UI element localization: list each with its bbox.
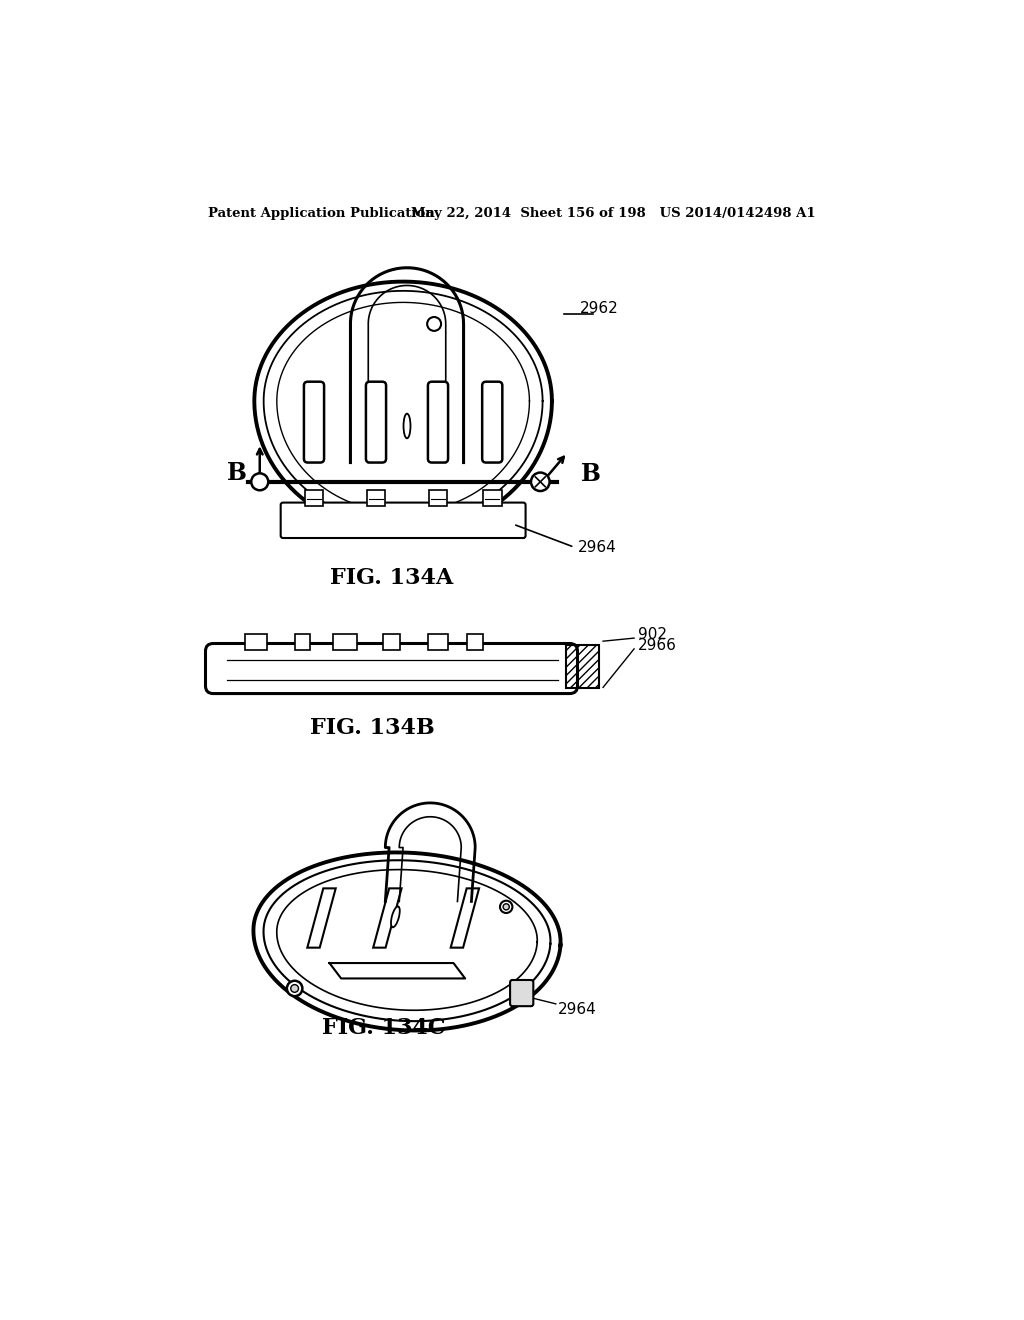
Bar bbox=[383, 635, 400, 649]
Circle shape bbox=[251, 474, 268, 490]
Text: May 22, 2014  Sheet 156 of 198   US 2014/0142498 A1: May 22, 2014 Sheet 156 of 198 US 2014/01… bbox=[411, 207, 815, 220]
Bar bbox=[566, 645, 599, 688]
Text: FIG. 134A: FIG. 134A bbox=[330, 568, 454, 589]
Bar bbox=[305, 490, 324, 507]
FancyBboxPatch shape bbox=[304, 381, 324, 462]
Polygon shape bbox=[451, 888, 479, 948]
Circle shape bbox=[291, 985, 299, 993]
Text: 902: 902 bbox=[638, 627, 667, 642]
FancyBboxPatch shape bbox=[428, 381, 449, 462]
FancyBboxPatch shape bbox=[366, 381, 386, 462]
Circle shape bbox=[427, 317, 441, 331]
Text: 2964: 2964 bbox=[558, 1002, 597, 1016]
Text: FIG. 134C: FIG. 134C bbox=[322, 1018, 445, 1040]
Ellipse shape bbox=[403, 413, 411, 438]
Bar bbox=[429, 490, 447, 507]
Text: B: B bbox=[226, 461, 247, 484]
FancyBboxPatch shape bbox=[482, 381, 503, 462]
Circle shape bbox=[503, 904, 509, 909]
FancyBboxPatch shape bbox=[281, 503, 525, 539]
Bar bbox=[428, 635, 449, 649]
FancyBboxPatch shape bbox=[510, 979, 534, 1006]
Circle shape bbox=[287, 981, 302, 997]
Text: FIG. 134B: FIG. 134B bbox=[309, 717, 434, 739]
Polygon shape bbox=[307, 888, 336, 948]
Text: 2966: 2966 bbox=[638, 638, 677, 652]
FancyBboxPatch shape bbox=[206, 644, 578, 693]
Bar bbox=[295, 635, 310, 649]
Polygon shape bbox=[373, 888, 401, 948]
Text: 2964: 2964 bbox=[578, 540, 616, 554]
Ellipse shape bbox=[391, 907, 399, 928]
Circle shape bbox=[500, 900, 512, 913]
Circle shape bbox=[531, 473, 550, 491]
Text: 2962: 2962 bbox=[580, 301, 618, 315]
Bar bbox=[467, 635, 483, 649]
Text: Patent Application Publication: Patent Application Publication bbox=[208, 207, 434, 220]
Bar bbox=[245, 635, 266, 649]
Bar bbox=[367, 490, 385, 507]
Bar bbox=[483, 490, 502, 507]
Bar bbox=[333, 635, 357, 649]
Text: B: B bbox=[582, 462, 601, 486]
